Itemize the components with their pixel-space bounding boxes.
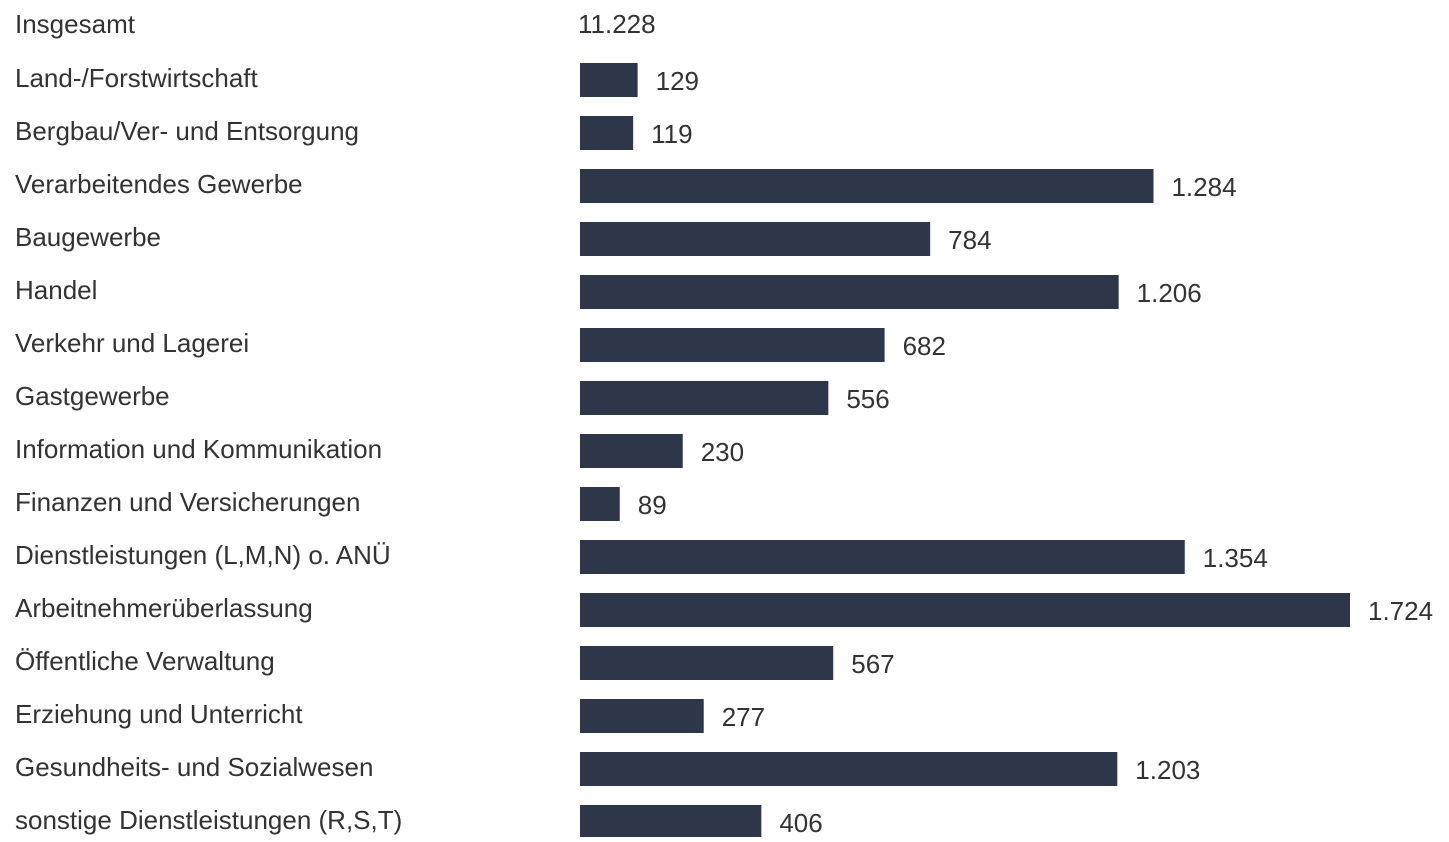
bar [580,752,1118,786]
bar [580,805,762,839]
value-label: 119 [651,119,692,149]
bar [580,169,1154,203]
category-label: Öffentliche Verwaltung [15,646,275,676]
bar [580,222,931,256]
category-label: Dienstleistungen (L,M,N) o. ANÜ [15,540,391,570]
value-label: 230 [701,437,744,467]
bar [580,540,1185,574]
category-label: sonstige Dienstleistungen (R,S,T) [15,805,402,835]
category-label: Gastgewerbe [15,381,170,411]
bar [580,646,834,680]
bar [580,381,829,415]
value-label: 277 [722,702,765,732]
value-label: 406 [779,808,822,837]
category-label: Bergbau/Ver- und Entsorgung [15,116,359,146]
category-label: Verkehr und Lagerei [15,328,249,358]
category-label: Verarbeitendes Gewerbe [15,169,303,199]
bar [580,328,885,362]
bar [580,275,1119,309]
value-label: 1.354 [1203,543,1268,573]
category-label: Gesundheits- und Sozialwesen [15,752,373,782]
value-label: 1.203 [1135,755,1200,785]
value-label: 784 [948,225,991,255]
value-label: 1.724 [1368,596,1433,626]
value-label: 682 [903,331,946,361]
category-label: Erziehung und Unterricht [15,699,303,729]
total-label: Insgesamt [15,9,136,39]
value-label: 89 [638,490,667,520]
bar [580,116,634,150]
bar [580,63,638,97]
bar [580,434,683,468]
bar [580,593,1350,627]
value-label: 556 [846,384,889,414]
value-label: 567 [851,649,894,679]
category-label: Handel [15,275,97,305]
category-label: Information und Kommunikation [15,434,382,464]
value-label: 129 [656,66,699,96]
category-label: Arbeitnehmerüberlassung [15,593,313,623]
bar [580,699,704,733]
category-label: Finanzen und Versicherungen [15,487,360,517]
value-label: 1.284 [1171,172,1236,202]
total-value-label: 11.228 [578,9,656,39]
bar [580,487,620,521]
category-label: Baugewerbe [15,222,161,252]
value-label: 1.206 [1137,278,1202,308]
category-label: Land-/Forstwirtschaft [15,63,259,93]
